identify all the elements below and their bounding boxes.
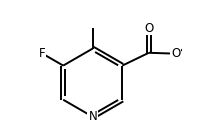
Text: O: O [144, 22, 153, 34]
Text: N: N [89, 110, 97, 123]
Text: F: F [39, 47, 45, 60]
Text: O: O [171, 47, 181, 60]
